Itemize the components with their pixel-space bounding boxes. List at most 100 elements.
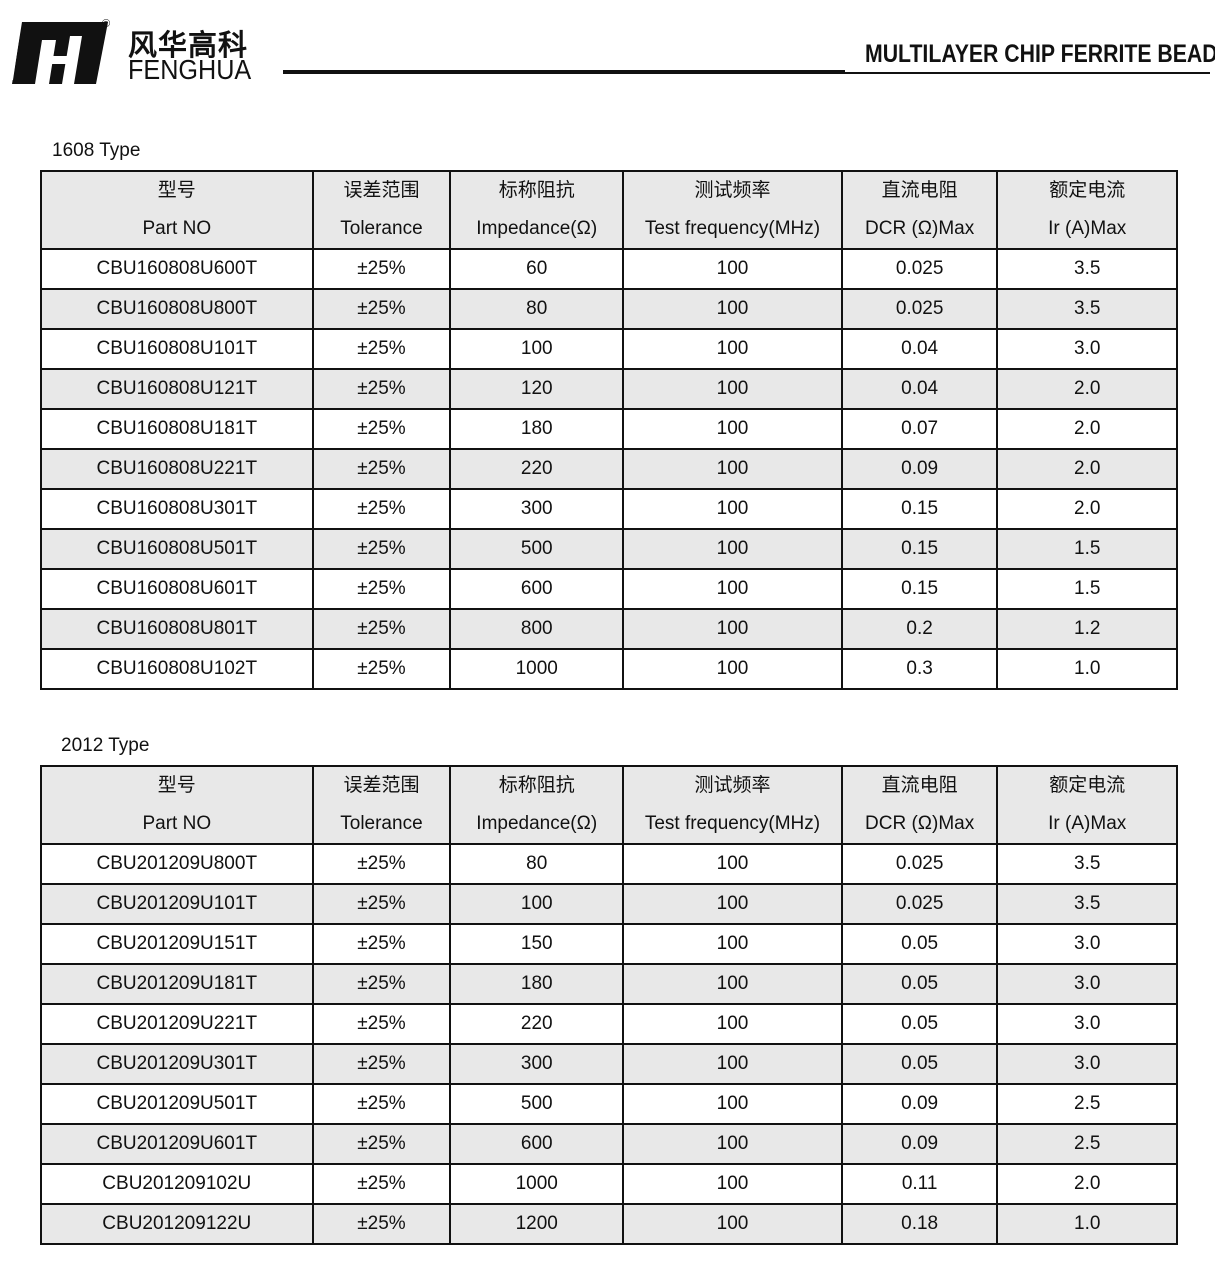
table-cell: CBU160808U101T [40, 328, 314, 370]
table-cell: CBU201209U151T [40, 923, 314, 965]
header-row: 型号 Part NO 误差范围 Tolerance 标称阻抗 Impedance(Ω) 测试… [40, 765, 1178, 845]
table-cell: CBU160808U221T [40, 448, 314, 490]
column-header-cn: 直流电阻 [881, 775, 958, 796]
table-cell: 100 [622, 1203, 843, 1245]
table-cell: 100 [622, 368, 843, 410]
table-cell: 0.025 [840, 248, 999, 290]
header-rule-right [845, 72, 1210, 74]
fenghua-logo [12, 22, 108, 84]
table-cell: ±25% [311, 448, 452, 490]
table-cell: 0.15 [840, 528, 999, 570]
table-cell: ±25% [311, 288, 452, 330]
table-cell: 0.04 [840, 328, 999, 370]
table-cell: 0.09 [840, 1083, 999, 1125]
table-cell: 2.0 [996, 368, 1178, 410]
table-row: CBU160808U121T ±25% 120 100 0.04 2.0 [40, 368, 1178, 410]
column-header-cn: 测试频率 [694, 180, 771, 201]
column-header: 额定电流 Ir (A)Max [996, 170, 1178, 250]
table-cell: CBU160808U501T [40, 528, 314, 570]
column-header-cn: 额定电流 [1049, 180, 1126, 201]
table-cell: 0.09 [840, 1123, 999, 1165]
table-cell: 100 [622, 1043, 843, 1085]
table-row: CBU201209U601T ±25% 600 100 0.09 2.5 [40, 1123, 1178, 1165]
table-cell: 0.025 [840, 883, 999, 925]
table-cell: 2.0 [996, 488, 1178, 530]
table-cell: 0.18 [840, 1203, 999, 1245]
column-header-en: Tolerance [340, 813, 423, 834]
table-cell: 3.0 [996, 328, 1178, 370]
table-cell: 100 [622, 883, 843, 925]
table-cell: CBU160808U181T [40, 408, 314, 450]
table-cell: ±25% [311, 923, 452, 965]
table-cell: 0.04 [840, 368, 999, 410]
table-row: CBU201209U151T ±25% 150 100 0.05 3.0 [40, 923, 1178, 965]
table-cell: 3.5 [996, 883, 1178, 925]
table-cell: 0.05 [840, 923, 999, 965]
table-cell: 100 [622, 608, 843, 650]
table-cell: ±25% [311, 568, 452, 610]
column-header-en: Ir (A)Max [1048, 813, 1127, 834]
table-cell: 80 [449, 288, 625, 330]
brand-name-cn: 风华高科 [128, 28, 249, 62]
table-row: CBU201209U301T ±25% 300 100 0.05 3.0 [40, 1043, 1178, 1085]
table-cell: 1.5 [996, 568, 1178, 610]
column-header-en: DCR (Ω)Max [865, 218, 975, 239]
table-cell: 1.0 [996, 1203, 1178, 1245]
table-cell: 100 [622, 288, 843, 330]
table-cell: ±25% [311, 1123, 452, 1165]
table-cell: ±25% [311, 248, 452, 290]
table-caption-1608: 1608 Type [52, 140, 141, 161]
table-cell: 3.5 [996, 843, 1178, 885]
table-row: CBU201209U101T ±25% 100 100 0.025 3.5 [40, 883, 1178, 925]
table-row: CBU160808U301T ±25% 300 100 0.15 2.0 [40, 488, 1178, 530]
column-header: 标称阻抗 Impedance(Ω) [449, 170, 625, 250]
table-cell: 3.0 [996, 1043, 1178, 1085]
table-cell: 60 [449, 248, 625, 290]
table-cell: 220 [449, 1003, 625, 1045]
column-header-en: DCR (Ω)Max [865, 813, 975, 834]
column-header: 测试频率 Test frequency(MHz) [622, 765, 843, 845]
table-cell: 300 [449, 488, 625, 530]
table-row: CBU160808U800T ±25% 80 100 0.025 3.5 [40, 288, 1178, 330]
column-header-cn: 型号 [157, 775, 196, 796]
table-cell: 2.0 [996, 448, 1178, 490]
table-cell: 0.05 [840, 1043, 999, 1085]
header-rule [283, 70, 845, 74]
table-cell: 100 [622, 248, 843, 290]
column-header-cn: 额定电流 [1049, 775, 1126, 796]
table-cell: 3.5 [996, 248, 1178, 290]
column-header-en: Test frequency(MHz) [644, 218, 821, 239]
table-cell: 100 [449, 328, 625, 370]
table-cell: 3.0 [996, 963, 1178, 1005]
table-row: CBU160808U600T ±25% 60 100 0.025 3.5 [40, 248, 1178, 290]
table-cell: 100 [449, 883, 625, 925]
table-cell: 2.5 [996, 1123, 1178, 1165]
column-header-en: Part NO [142, 813, 212, 834]
table-cell: 0.3 [840, 648, 999, 690]
table-cell: 100 [622, 648, 843, 690]
table-cell: CBU201209U601T [40, 1123, 314, 1165]
brand-name-en: FENGHUA [128, 54, 252, 85]
table-cell: 1000 [449, 648, 625, 690]
table-cell: CBU160808U601T [40, 568, 314, 610]
column-header: 误差范围 Tolerance [311, 765, 452, 845]
table-cell: 500 [449, 528, 625, 570]
table-cell: 100 [622, 448, 843, 490]
table-cell: 1.0 [996, 648, 1178, 690]
table-cell: ±25% [311, 368, 452, 410]
column-header: 测试频率 Test frequency(MHz) [622, 170, 843, 250]
table-cell: CBU160808U301T [40, 488, 314, 530]
table-cell: ±25% [311, 1203, 452, 1245]
table-row: CBU160808U181T ±25% 180 100 0.07 2.0 [40, 408, 1178, 450]
table-cell: 180 [449, 963, 625, 1005]
table-cell: 2.0 [996, 408, 1178, 450]
table-cell: 3.0 [996, 923, 1178, 965]
table-cell: ±25% [311, 528, 452, 570]
table-cell: 100 [622, 843, 843, 885]
table-cell: ±25% [311, 608, 452, 650]
table-cell: CBU160808U801T [40, 608, 314, 650]
table-cell: 100 [622, 568, 843, 610]
spec-table-2012: 型号 Part NO 误差范围 Tolerance 标称阻抗 Impedance(Ω) 测试… [40, 765, 1178, 1245]
table-cell: 300 [449, 1043, 625, 1085]
table-cell: ±25% [311, 883, 452, 925]
